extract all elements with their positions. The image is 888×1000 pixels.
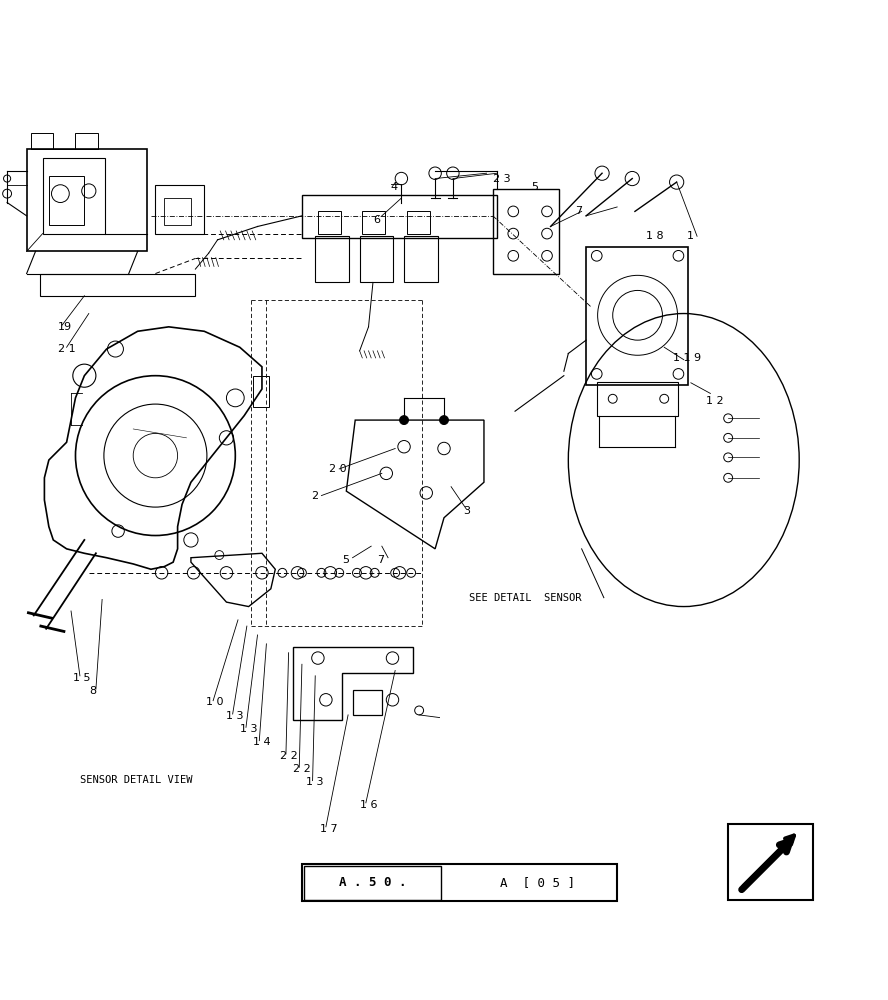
- Text: A . 5 0 .: A . 5 0 .: [339, 876, 407, 889]
- Text: 7: 7: [575, 206, 583, 216]
- Text: SEE DETAIL  SENSOR: SEE DETAIL SENSOR: [469, 593, 582, 603]
- Text: 1 6: 1 6: [360, 800, 377, 810]
- Text: 8: 8: [89, 686, 96, 696]
- Text: 2 1: 2 1: [58, 344, 75, 354]
- Bar: [407, 211, 430, 234]
- Text: 2 2: 2 2: [293, 764, 311, 774]
- Bar: [315, 236, 349, 282]
- Text: 5: 5: [531, 182, 538, 192]
- Text: 1 3: 1 3: [240, 724, 258, 734]
- Bar: [155, 185, 204, 234]
- Text: 7: 7: [377, 555, 385, 565]
- Bar: [304, 866, 441, 900]
- Text: A  [ 0 5 ]: A [ 0 5 ]: [500, 876, 575, 889]
- Text: 3: 3: [464, 506, 471, 516]
- Bar: [164, 198, 191, 225]
- Bar: [360, 236, 393, 282]
- Text: 1 3: 1 3: [226, 711, 244, 721]
- Text: 1 2: 1 2: [706, 396, 724, 406]
- Text: 1 3: 1 3: [306, 777, 324, 787]
- Text: 2 0: 2 0: [329, 464, 346, 474]
- Text: 1: 1: [686, 231, 694, 241]
- Text: 4: 4: [391, 182, 398, 192]
- Text: 2: 2: [311, 491, 318, 501]
- Text: 1 4: 1 4: [253, 737, 271, 747]
- Bar: [728, 824, 813, 900]
- Bar: [49, 176, 84, 225]
- Bar: [40, 274, 195, 296]
- Bar: [404, 236, 438, 282]
- Bar: [31, 133, 53, 149]
- Circle shape: [440, 416, 448, 425]
- Bar: [318, 211, 341, 234]
- Bar: [75, 133, 98, 149]
- Bar: [362, 211, 385, 234]
- Text: 2 2: 2 2: [280, 751, 297, 761]
- Circle shape: [400, 416, 408, 425]
- Text: 1 7: 1 7: [320, 824, 337, 834]
- Bar: [353, 690, 382, 715]
- Bar: [253, 376, 269, 407]
- Bar: [597, 382, 678, 416]
- Bar: [43, 158, 105, 234]
- Bar: [27, 149, 147, 251]
- Text: 1 8: 1 8: [646, 231, 663, 241]
- Text: 19: 19: [58, 322, 72, 332]
- Bar: [493, 189, 559, 274]
- Bar: [586, 247, 688, 385]
- Text: 6: 6: [373, 215, 380, 225]
- Text: 1 5: 1 5: [73, 673, 91, 683]
- Text: SENSOR DETAIL VIEW: SENSOR DETAIL VIEW: [80, 775, 193, 785]
- Bar: [302, 864, 617, 901]
- Text: 1 1 9: 1 1 9: [673, 353, 702, 363]
- Bar: [302, 195, 497, 238]
- Text: 2 3: 2 3: [493, 174, 511, 184]
- Text: 5: 5: [342, 555, 349, 565]
- Text: 1 0: 1 0: [206, 697, 224, 707]
